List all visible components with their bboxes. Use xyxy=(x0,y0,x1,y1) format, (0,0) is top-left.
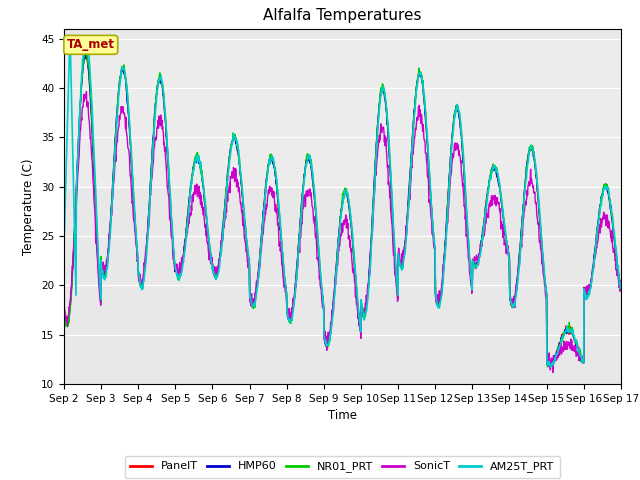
X-axis label: Time: Time xyxy=(328,409,357,422)
Title: Alfalfa Temperatures: Alfalfa Temperatures xyxy=(263,9,422,24)
Y-axis label: Temperature (C): Temperature (C) xyxy=(22,158,35,255)
Bar xyxy=(64,39,621,187)
Text: TA_met: TA_met xyxy=(67,38,115,51)
Legend: PanelT, HMP60, NR01_PRT, SonicT, AM25T_PRT: PanelT, HMP60, NR01_PRT, SonicT, AM25T_P… xyxy=(125,456,560,478)
